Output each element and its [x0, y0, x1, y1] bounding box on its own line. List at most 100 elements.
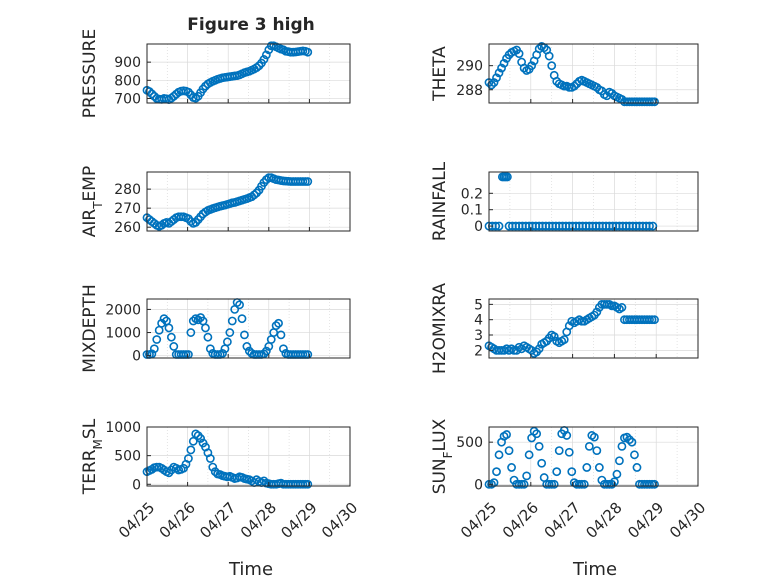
x-tick-label: 04/26 [499, 499, 542, 542]
data-point [259, 55, 269, 64]
data-point [502, 430, 511, 439]
data-point [534, 441, 544, 451]
y-tick-label: 2 [474, 343, 483, 359]
data-point [562, 431, 572, 440]
x-tick-label: 04/28 [237, 499, 280, 542]
data-point [625, 435, 634, 445]
data-point [271, 321, 281, 331]
data-point [276, 330, 286, 340]
data-point [522, 471, 532, 481]
axes-box [146, 43, 351, 104]
y-tick-label: 290 [456, 59, 483, 75]
data-point [196, 434, 205, 443]
data-point [489, 78, 499, 87]
y-tick-label: 3 [474, 328, 483, 344]
data-point [592, 307, 602, 317]
data-point [164, 323, 174, 333]
data-point [589, 432, 599, 442]
data-point [527, 61, 537, 71]
data-point [166, 332, 176, 342]
data-point [261, 346, 271, 356]
data-point [552, 467, 562, 477]
data-point [184, 454, 193, 463]
y-tick-label: 1000 [105, 326, 141, 342]
y-tick-label: 0.2 [461, 186, 483, 202]
data-point [218, 348, 227, 358]
x-axis-label-left: Time [228, 559, 273, 580]
y-axis-label: TERRMSL [80, 418, 105, 495]
data-point [193, 315, 203, 325]
data-point [240, 330, 249, 340]
data-point [205, 454, 215, 463]
data-point [147, 349, 157, 359]
x-tick-label: 04/30 [318, 499, 361, 542]
data-point [188, 316, 198, 326]
data-point [547, 61, 557, 71]
data-point [507, 463, 516, 472]
y-tick-label: 900 [114, 55, 141, 71]
y-tick-label: 800 [114, 73, 141, 89]
data-point [537, 458, 547, 468]
y-axis-label: PRESSURE [80, 29, 100, 118]
data-point [235, 300, 244, 310]
data-point [594, 463, 604, 472]
data-point [627, 437, 637, 447]
data-point [492, 73, 501, 83]
data-point [152, 335, 162, 344]
y-axis-label: SUNFLUX [430, 418, 455, 494]
data-point [579, 479, 589, 489]
data-point [147, 89, 157, 99]
x-tick-label: 04/29 [624, 499, 667, 542]
data-point [645, 221, 654, 231]
data-point [617, 441, 627, 451]
data-point [617, 303, 627, 312]
data-point [497, 63, 506, 73]
data-point [529, 426, 539, 436]
x-tick-label: 04/27 [196, 499, 239, 542]
data-point [145, 87, 154, 96]
data-point [208, 462, 218, 472]
axes-box [146, 171, 351, 232]
data-point [201, 323, 210, 333]
data-point [303, 479, 313, 489]
data-point [554, 446, 564, 455]
data-point [274, 318, 283, 328]
data-point [494, 68, 504, 78]
data-point [519, 479, 529, 489]
data-point [203, 332, 213, 342]
data-point [650, 479, 659, 489]
data-point [582, 463, 592, 472]
axes-box [146, 426, 351, 487]
y-tick-label: 1000 [105, 420, 141, 436]
data-point [188, 436, 198, 446]
x-tick-label: 04/25 [115, 499, 158, 542]
y-axis-label: MIXDEPTH [80, 284, 100, 373]
data-point [186, 328, 196, 337]
y-tick-label: 700 [114, 91, 141, 107]
data-point [569, 81, 579, 91]
data-point [149, 344, 159, 354]
x-tick-label: 04/27 [541, 499, 584, 542]
subplot-air-temp: 260 270 280 AIRTEMP [80, 166, 351, 237]
y-tick-label: 500 [456, 435, 483, 451]
data-point [303, 47, 313, 57]
axes-box [488, 426, 699, 487]
data-point [492, 467, 501, 477]
x-tick-label: 04/28 [582, 499, 625, 542]
data-point [534, 344, 544, 354]
data-point [502, 172, 512, 182]
data-point [632, 463, 642, 472]
y-tick-label: 5 [474, 297, 483, 313]
data-point [612, 469, 622, 479]
data-point [615, 456, 624, 466]
y-tick-label: 0 [132, 349, 141, 365]
data-point [186, 445, 196, 455]
axes-box [146, 298, 351, 359]
data-point [630, 450, 639, 460]
y-tick-label: 0.1 [461, 203, 483, 219]
data-point [487, 80, 496, 90]
figure-title: Figure 3 high [187, 15, 315, 35]
y-tick-label: 2000 [105, 302, 141, 318]
y-axis-label: RAINFALL [430, 161, 450, 241]
